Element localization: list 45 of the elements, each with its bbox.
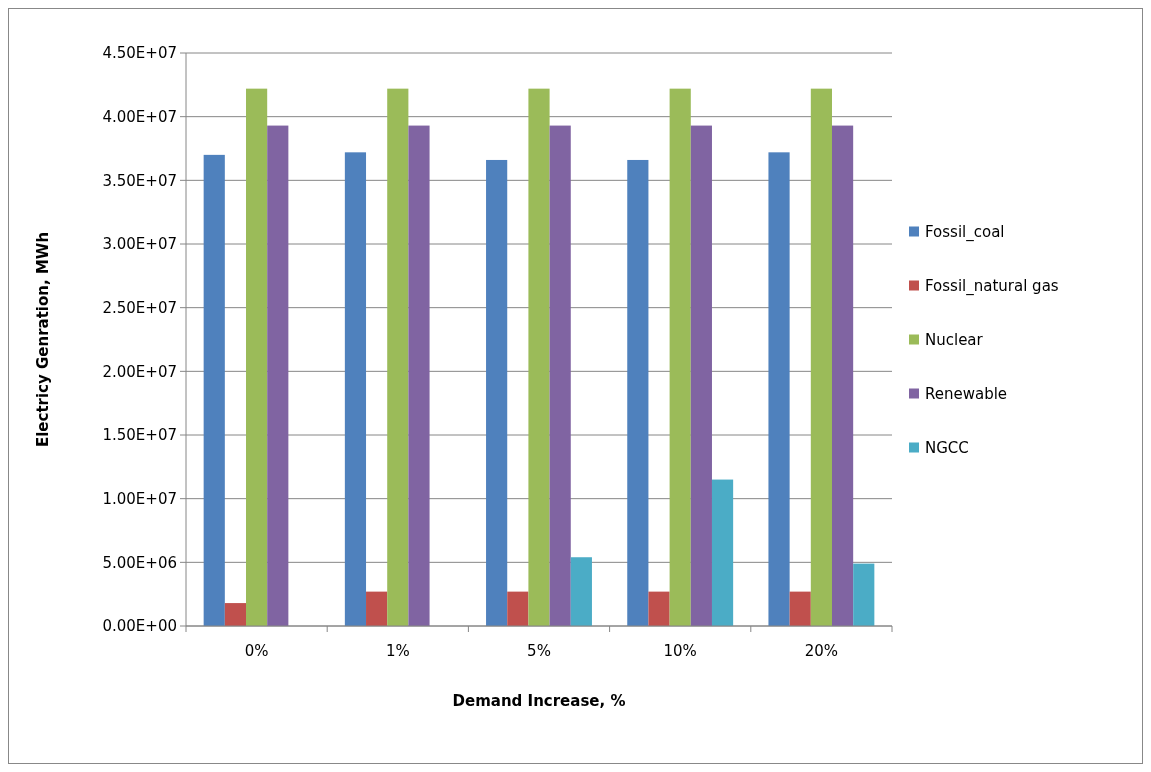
bar — [831, 125, 854, 626]
y-tick-label: 5.00E+06 — [102, 553, 177, 572]
bar — [246, 88, 268, 626]
bar — [224, 603, 247, 626]
y-tick-label: 2.50E+07 — [102, 298, 177, 317]
y-tick-label: 4.00E+07 — [102, 107, 177, 126]
y-tick-label: 1.50E+07 — [102, 426, 177, 445]
bar — [528, 88, 550, 626]
y-tick-label: 2.00E+07 — [102, 362, 177, 381]
y-tick-label: 0.00E+00 — [102, 617, 177, 636]
bar — [203, 154, 225, 626]
bar — [810, 88, 832, 626]
bar — [507, 591, 529, 626]
y-tick-label: 4.50E+07 — [102, 44, 177, 63]
legend-label: Fossil_natural gas — [925, 276, 1059, 296]
y-axis-title: Electricy Genration, MWh — [34, 231, 52, 448]
y-tick-label: 3.50E+07 — [102, 171, 177, 190]
x-tick-label: 1% — [385, 642, 410, 660]
bar — [408, 125, 430, 626]
x-tick-label: 0% — [244, 642, 269, 660]
y-tick-label: 1.00E+07 — [102, 489, 177, 508]
bar — [570, 557, 592, 626]
bar — [768, 152, 790, 626]
legend-label: Nuclear — [925, 330, 984, 349]
bar — [853, 563, 875, 626]
legend-label: Renewable — [925, 384, 1008, 403]
x-tick-label: 5% — [527, 642, 551, 660]
bar — [690, 125, 712, 626]
bar — [789, 591, 811, 626]
bar — [344, 152, 367, 626]
bar — [648, 591, 670, 626]
bar — [366, 591, 388, 626]
y-tick-label: 3.00E+07 — [102, 235, 177, 254]
x-tick-label: 10% — [663, 642, 697, 660]
x-tick-label: 20% — [804, 642, 839, 660]
bar — [627, 159, 649, 626]
legend-label: NGCC — [925, 438, 969, 457]
bar — [549, 125, 571, 626]
legend-label: Fossil_coal — [925, 222, 1005, 242]
bar — [486, 159, 508, 626]
bar — [669, 88, 691, 626]
bar — [711, 479, 734, 626]
bar — [387, 88, 409, 626]
bar — [267, 125, 289, 626]
x-axis-title: Demand Increase, % — [452, 692, 626, 710]
